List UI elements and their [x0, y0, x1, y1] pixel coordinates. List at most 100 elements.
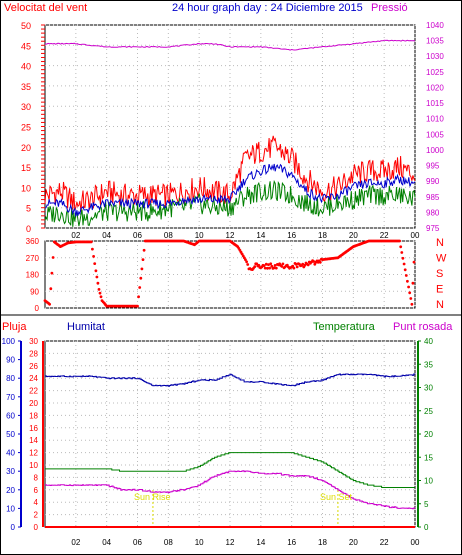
direction-point	[97, 288, 101, 291]
direction-point	[267, 263, 270, 267]
rain-tick-label: 22	[29, 387, 38, 396]
direction-point	[140, 267, 144, 271]
direction-point	[257, 263, 261, 267]
direction-point	[141, 258, 145, 261]
direction-point	[312, 260, 316, 263]
direction-point	[404, 274, 408, 277]
temperature-tick-label: 5	[424, 500, 429, 509]
x-tick-label: 12	[226, 231, 235, 240]
x-tick-label: 06	[133, 231, 142, 240]
temp-humidity-panel: 0102030405060708090100024681012141618202…	[2, 337, 434, 547]
temperature-tick-label: 35	[424, 360, 433, 369]
direction-point	[301, 262, 305, 266]
temperature-tick-label: 20	[424, 430, 433, 439]
direction-point	[410, 302, 414, 306]
y-right-tick-label: 1030	[426, 52, 444, 61]
rain-tick-label: 12	[29, 449, 38, 458]
direction-point	[262, 264, 266, 267]
x-tick-label: 14	[256, 538, 265, 547]
compass-label: W	[436, 253, 447, 265]
y-left-tick-label: 40	[21, 62, 31, 72]
x-tick-label: 22	[380, 231, 389, 240]
direction-point	[318, 260, 322, 264]
x-tick-label: 08	[164, 538, 173, 547]
y-tick-label: 90	[30, 287, 39, 296]
temperature-tick-label: 0	[424, 523, 429, 532]
temperature-tick-label: 25	[424, 407, 433, 416]
y-right-tick-label: 975	[426, 224, 440, 233]
temperature-tick-label: 15	[424, 453, 433, 462]
y-right-tick-label: 1020	[426, 83, 444, 92]
temperature-line	[45, 452, 415, 488]
y-left-tick-label: 0	[26, 224, 31, 234]
direction-point	[272, 266, 276, 270]
direction-point	[292, 266, 296, 270]
direction-point	[94, 269, 98, 273]
direction-point	[294, 262, 298, 266]
humidity-tick-label: 0	[11, 523, 16, 532]
direction-point	[403, 268, 407, 272]
direction-point	[402, 262, 406, 266]
y-left-tick-label: 30	[21, 102, 31, 112]
temperature-label: Temperatura	[313, 321, 376, 333]
y-right-tick-label: 1015	[426, 99, 444, 108]
direction-point	[270, 264, 274, 268]
direction-point	[48, 302, 51, 306]
temperature-tick-label: 30	[424, 384, 433, 393]
y-left-tick-label: 45	[21, 41, 31, 51]
direction-point	[255, 262, 259, 266]
rain-tick-label: 30	[29, 337, 38, 346]
rain-tick-label: 4	[34, 498, 39, 507]
direction-point	[401, 256, 405, 260]
humidity-tick-label: 70	[6, 393, 15, 402]
x-tick-label: 22	[380, 538, 389, 547]
y-right-tick-label: 1005	[426, 130, 444, 139]
direction-point	[306, 263, 310, 267]
y-left-tick-label: 25	[21, 123, 31, 133]
y-left-tick-label: 35	[21, 82, 31, 92]
x-tick-label: 14	[256, 231, 265, 240]
humidity-tick-label: 60	[6, 411, 15, 420]
direction-point	[96, 281, 100, 285]
y-tick-label: 180	[26, 271, 40, 280]
direction-point	[398, 239, 401, 243]
rain-tick-label: 26	[29, 362, 38, 371]
direction-point	[412, 260, 416, 264]
y-right-tick-label: 1035	[426, 37, 444, 46]
x-tick-label: 00	[411, 538, 420, 547]
direction-point	[136, 304, 139, 308]
humidity-line	[45, 373, 416, 387]
humidity-tick-label: 10	[6, 504, 15, 513]
humidity-tick-label: 80	[6, 374, 15, 383]
direction-point	[406, 279, 409, 283]
y-right-tick-label: 1000	[426, 146, 444, 155]
humidity-tick-label: 30	[6, 467, 15, 476]
direction-point	[273, 264, 277, 267]
direction-point	[246, 263, 250, 266]
direction-point	[50, 271, 54, 275]
direction-point	[268, 266, 271, 270]
direction-point	[253, 265, 257, 269]
x-tick-label: 06	[133, 538, 142, 547]
direction-point	[400, 251, 404, 254]
direction-point	[98, 291, 102, 295]
direction-point	[263, 266, 267, 270]
x-tick-label: 02	[71, 231, 80, 240]
direction-point	[92, 255, 95, 258]
direction-point	[266, 266, 269, 270]
y-left-tick-label: 10	[21, 183, 31, 193]
x-tick-label: 20	[349, 231, 358, 240]
direction-point	[269, 262, 273, 266]
rain-tick-label: 8	[34, 473, 39, 482]
direction-point	[91, 247, 94, 251]
x-tick-label: 04	[102, 538, 111, 547]
y-tick-label: 270	[26, 254, 40, 263]
rain-tick-label: 6	[34, 486, 39, 495]
humidity-tick-label: 100	[2, 337, 16, 346]
rain-tick-label: 14	[29, 436, 38, 445]
x-tick-label: 20	[349, 538, 358, 547]
compass-label: S	[436, 268, 443, 280]
wind-avg-line	[44, 163, 416, 217]
